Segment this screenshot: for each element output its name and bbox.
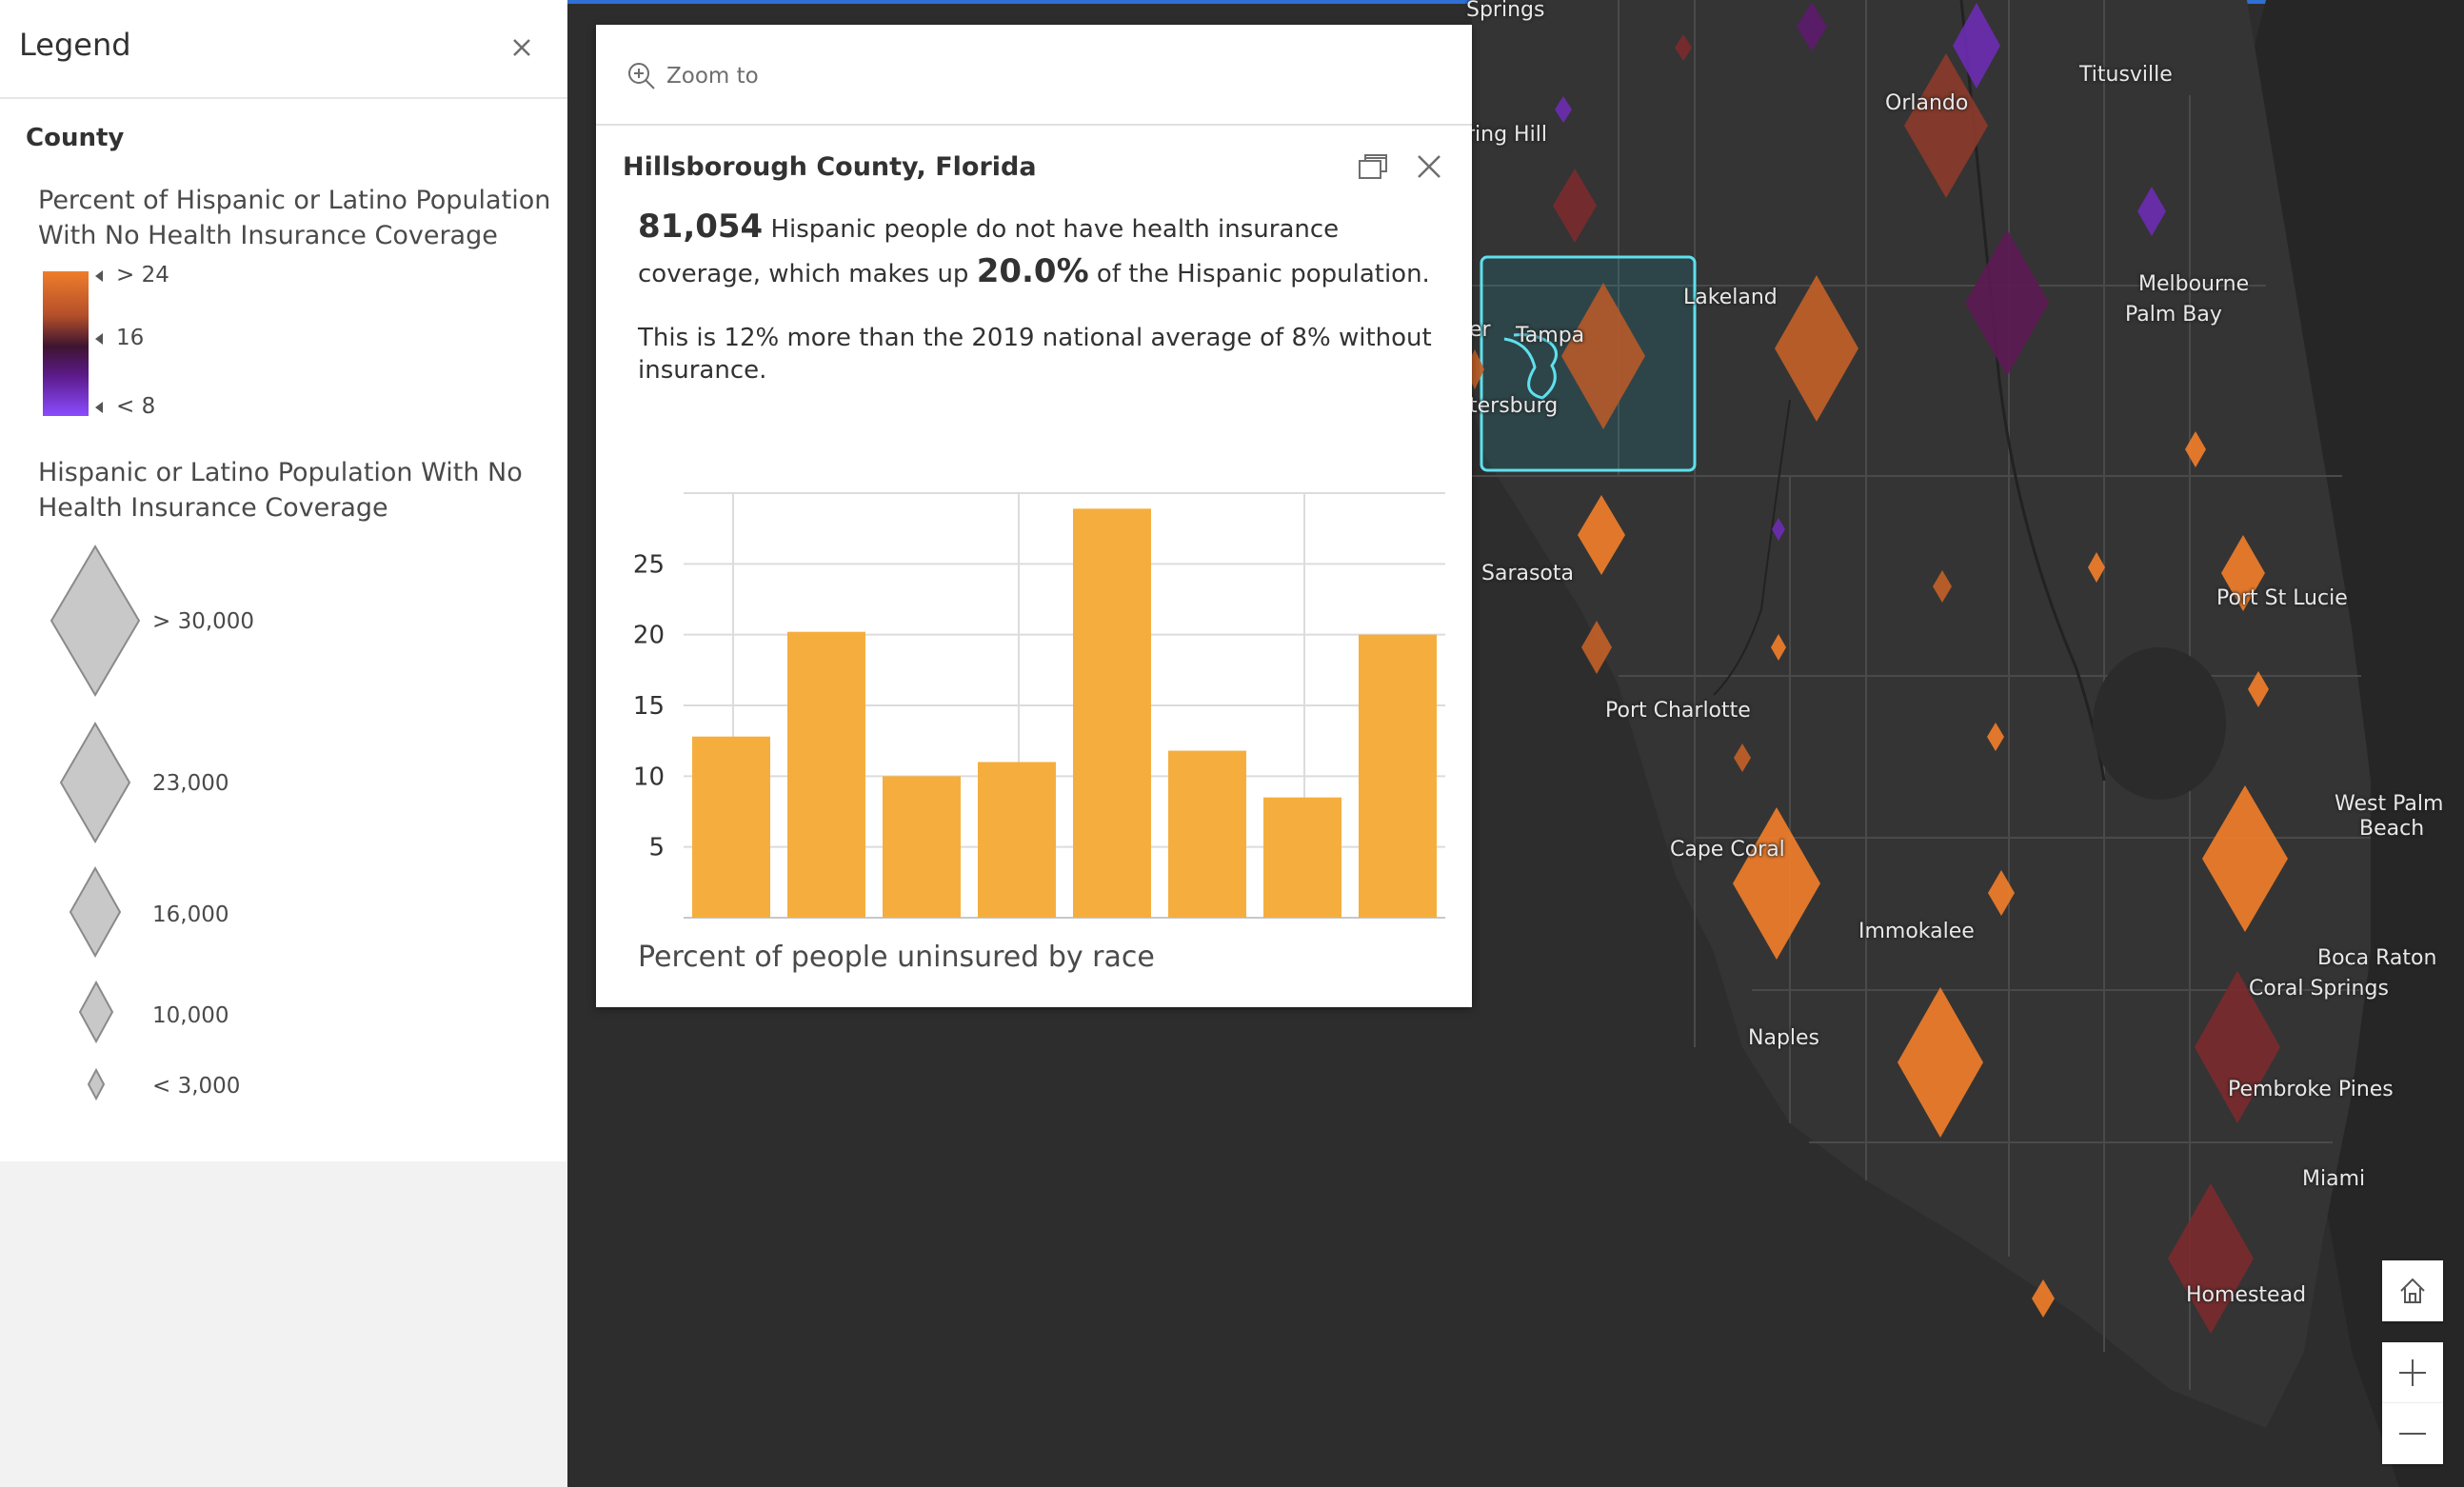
- chart-bar[interactable]: [1263, 797, 1341, 918]
- zoom-to-button[interactable]: Zoom to: [626, 55, 759, 97]
- zoom-to-label: Zoom to: [666, 64, 759, 89]
- ramp-tick: [95, 402, 103, 413]
- chart-bar[interactable]: [692, 736, 770, 918]
- city-label: Orlando: [1885, 91, 1969, 115]
- y-tick-label: 5: [648, 834, 665, 862]
- size-label: > 30,000: [152, 609, 255, 634]
- plus-icon: [2399, 1359, 2426, 1386]
- diamond-icon: [50, 545, 141, 697]
- ramp-tick: [95, 270, 103, 282]
- bar-chart: 5 10 15 20 25: [633, 492, 1445, 919]
- legend-header: Legend: [0, 0, 567, 99]
- city-label: Melbourne: [2138, 272, 2250, 296]
- home-icon: [2400, 1278, 2425, 1303]
- popup-title: Hillsborough County, Florida: [623, 152, 1037, 182]
- city-label: Sarasota: [1481, 562, 1575, 585]
- size-label: 23,000: [152, 771, 229, 796]
- feature-popup: Zoom to Hillsborough County, Florida 81,…: [596, 25, 1472, 1007]
- y-tick-label: 10: [633, 763, 665, 791]
- size-legend-heading: Hispanic or Latino Population With No He…: [38, 458, 523, 523]
- chart-bar[interactable]: [1168, 750, 1246, 918]
- chart-caption: Percent of people uninsured by race: [638, 941, 1155, 974]
- chart-bar[interactable]: [787, 631, 865, 918]
- dock-icon[interactable]: [1356, 150, 1390, 183]
- popup-comparison: This is 12% more than the 2019 national …: [638, 324, 1432, 385]
- city-label: Tampa: [1516, 324, 1585, 347]
- summary-text-end: of the Hispanic population.: [1088, 260, 1430, 288]
- diamond-icon: [78, 981, 114, 1043]
- city-label: Immokalee: [1858, 920, 1975, 943]
- city-label: Beach: [2359, 817, 2425, 841]
- close-icon[interactable]: [507, 29, 537, 63]
- y-tick-label: 20: [633, 622, 665, 650]
- zoom-in-button[interactable]: [2382, 1342, 2443, 1403]
- city-label: Homestead: [2186, 1283, 2307, 1307]
- city-label: Lakeland: [1683, 286, 1778, 309]
- ramp-label-mid: 16: [116, 326, 145, 350]
- ramp-tick: [95, 333, 103, 345]
- city-label: er: [1469, 318, 1491, 342]
- chart-bar[interactable]: [1073, 508, 1151, 918]
- city-label: Naples: [1748, 1026, 1820, 1050]
- chart-bar[interactable]: [883, 776, 961, 918]
- chart-ticks: 5 10 15 20 25: [633, 550, 665, 862]
- diamond-icon: [87, 1068, 106, 1100]
- chart-bar[interactable]: [978, 762, 1056, 918]
- legend-panel: Legend County Percent of Hispanic or Lat…: [0, 0, 568, 1487]
- ramp-label-low: < 8: [116, 394, 156, 419]
- y-tick-label: 25: [633, 550, 665, 579]
- minus-icon: [2399, 1433, 2426, 1435]
- city-label: Springs: [1466, 0, 1545, 22]
- size-label: 10,000: [152, 1003, 229, 1028]
- zoom-out-button[interactable]: [2382, 1403, 2443, 1464]
- city-label: West Palm: [2335, 792, 2444, 816]
- city-label: tersburg: [1469, 394, 1559, 418]
- popup-divider: [596, 124, 1472, 126]
- city-label: Titusville: [2079, 63, 2173, 87]
- popup-summary: 81,054 Hispanic people do not have healt…: [638, 206, 1447, 295]
- summary-text: Hispanic people do not have health insur…: [638, 215, 1340, 288]
- ramp-label-high: > 24: [116, 263, 169, 287]
- size-label: 16,000: [152, 902, 229, 927]
- uninsured-count: 81,054: [638, 208, 764, 246]
- color-legend-heading: Percent of Hispanic or Latino Population…: [38, 186, 551, 250]
- city-label: Coral Springs: [2249, 977, 2389, 1001]
- diamond-icon: [59, 722, 131, 843]
- close-icon[interactable]: [1413, 150, 1445, 183]
- y-tick-label: 15: [633, 692, 665, 721]
- city-label: Port St Lucie: [2216, 586, 2348, 610]
- city-label: Port Charlotte: [1605, 699, 1751, 723]
- city-label: Pembroke Pines: [2228, 1078, 2394, 1101]
- city-label: Boca Raton: [2317, 946, 2437, 970]
- home-button[interactable]: [2382, 1260, 2443, 1321]
- diamond-icon: [69, 866, 122, 958]
- legend-layer-title: County: [26, 124, 125, 152]
- uninsured-percent: 20.0%: [976, 252, 1089, 290]
- city-label: ring Hill: [1466, 123, 1547, 147]
- city-label: Miami: [2302, 1167, 2366, 1191]
- color-ramp: [43, 271, 89, 416]
- size-label: < 3,000: [152, 1074, 241, 1099]
- chart-bar[interactable]: [1359, 634, 1437, 918]
- city-label: Cape Coral: [1670, 838, 1785, 862]
- city-label: Palm Bay: [2125, 303, 2222, 327]
- zoom-in-icon: [628, 63, 655, 89]
- legend-title: Legend: [19, 27, 131, 63]
- chart-bars: [692, 508, 1437, 918]
